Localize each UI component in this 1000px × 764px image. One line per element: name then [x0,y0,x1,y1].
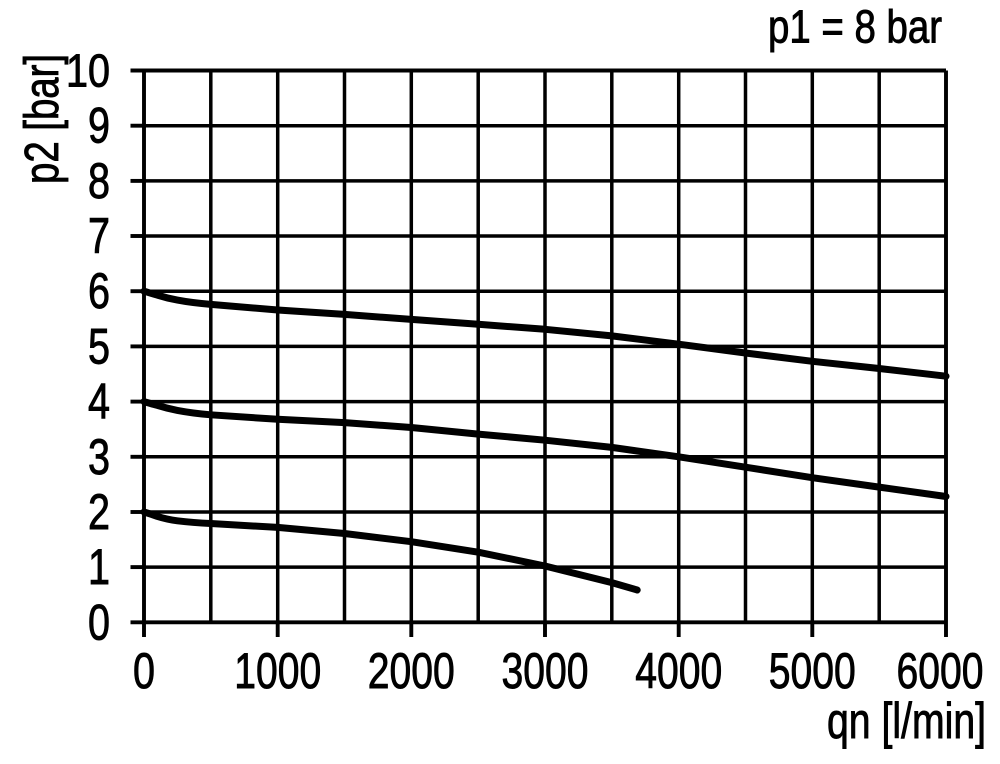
svg-text:3000: 3000 [502,643,589,699]
svg-text:4000: 4000 [635,643,722,699]
svg-text:4: 4 [88,374,110,430]
svg-text:7: 7 [88,208,110,264]
svg-text:1000: 1000 [234,643,321,699]
svg-text:1: 1 [88,539,110,595]
svg-text:0: 0 [133,643,155,699]
svg-text:p2 [bar]: p2 [bar] [16,54,69,184]
svg-text:0: 0 [88,594,110,650]
svg-text:p1 = 8 bar: p1 = 8 bar [768,1,942,53]
svg-text:2000: 2000 [368,643,455,699]
svg-text:9: 9 [88,98,110,154]
svg-text:6000: 6000 [897,643,984,699]
svg-text:10: 10 [66,44,110,96]
svg-text:2: 2 [88,484,110,540]
svg-text:8: 8 [88,153,110,209]
svg-text:5000: 5000 [769,643,856,699]
svg-text:qn [l/min]: qn [l/min] [827,693,986,749]
svg-text:3: 3 [88,429,110,485]
svg-text:6: 6 [88,263,110,319]
svg-text:5: 5 [88,318,110,374]
